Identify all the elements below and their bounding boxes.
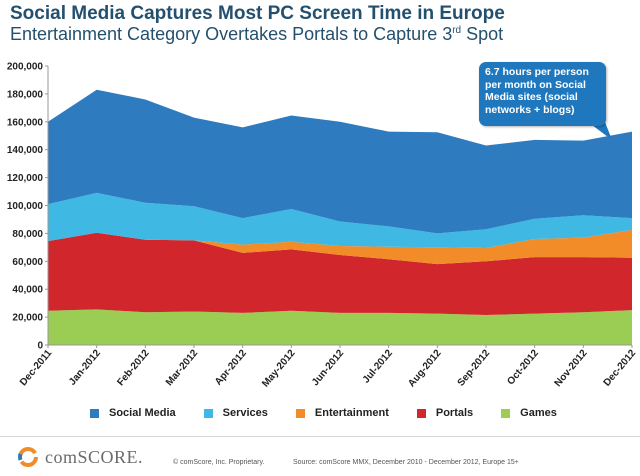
legend-swatch — [295, 408, 305, 418]
callout-box: 6.7 hours per person per month on Social… — [479, 62, 606, 126]
y-tick-label: 0 — [37, 341, 43, 352]
x-tick-label: Oct-2012 — [505, 348, 541, 388]
area-games — [48, 309, 632, 345]
area-portals — [48, 232, 632, 315]
area-social-media — [48, 89, 632, 234]
legend-item-services: Services — [203, 407, 268, 419]
area-services — [48, 192, 632, 248]
x-tick-label: Aug-2012 — [406, 348, 444, 390]
y-tick-label: 60,000 — [12, 257, 43, 268]
y-tick-label: 140,000 — [7, 145, 44, 156]
chart-title: Social Media Captures Most PC Screen Tim… — [10, 3, 505, 24]
legend-item-games: Games — [501, 407, 557, 419]
copyright-text: © comScore, Inc. Proprietary. — [173, 459, 265, 466]
legend-label: Entertainment — [314, 407, 389, 419]
comscore-logo: comSCORE. — [17, 446, 143, 468]
footer-divider — [0, 436, 640, 437]
x-tick-label: Sep-2012 — [456, 348, 493, 389]
legend-label: Services — [222, 407, 268, 419]
y-tick-label: 180,000 — [7, 89, 44, 100]
logo-wordmark: comSCORE. — [45, 446, 144, 467]
legend-item-portals: Portals — [416, 407, 474, 419]
subtitle-end: Spot — [461, 24, 504, 44]
subtitle-main: Entertainment Category Overtakes Portals… — [10, 24, 453, 44]
y-tick-label: 160,000 — [7, 117, 44, 128]
y-tick-label: 120,000 — [7, 173, 44, 184]
x-tick-label: Nov-2012 — [553, 348, 590, 389]
area-entertainment — [48, 229, 632, 265]
x-tick-label: Jun-2012 — [310, 348, 347, 389]
y-tick-label: 40,000 — [12, 285, 43, 296]
legend-item-social-media: Social Media — [90, 407, 176, 419]
comscore-logo-icon — [18, 447, 38, 467]
callout-tail — [588, 122, 612, 140]
x-tick-label: Dec-2012 — [602, 348, 639, 389]
y-tick-label: 20,000 — [12, 313, 43, 324]
legend-swatch — [90, 408, 99, 418]
x-tick-label: Jul-2012 — [361, 348, 395, 386]
x-tick-label: Feb-2012 — [115, 348, 152, 389]
legend-swatch — [416, 408, 426, 418]
legend-swatch — [501, 408, 511, 418]
source-text: Source: comScore MMX, December 2010 - De… — [293, 459, 519, 466]
legend-label: Portals — [435, 407, 474, 419]
legend-label: Social Media — [109, 407, 176, 419]
subtitle-superscript: rd — [452, 25, 462, 36]
legend-item-entertainment: Entertainment — [295, 407, 389, 419]
stacked-area-chart: 0 20,000 40,000 60,000 80,000 100,000 120,000 1… — [7, 62, 639, 390]
x-tick-label: Dec-2011 — [18, 348, 55, 389]
y-tick-label: 80,000 — [12, 229, 43, 240]
legend-label: Games — [520, 407, 557, 419]
legend-swatch — [203, 408, 213, 418]
chart-subtitle: Entertainment Category Overtakes Portals… — [10, 24, 503, 45]
x-tick-label: Apr-2012 — [213, 348, 249, 388]
chart-legend: Social Media Services Entertainment Portals… — [90, 407, 585, 419]
x-tick-label: May-2012 — [260, 348, 298, 390]
y-tick-label: 200,000 — [7, 62, 44, 73]
x-tick-label: Jan-2012 — [67, 348, 103, 388]
x-tick-label: Mar-2012 — [164, 348, 201, 389]
y-tick-label: 100,000 — [7, 201, 44, 212]
